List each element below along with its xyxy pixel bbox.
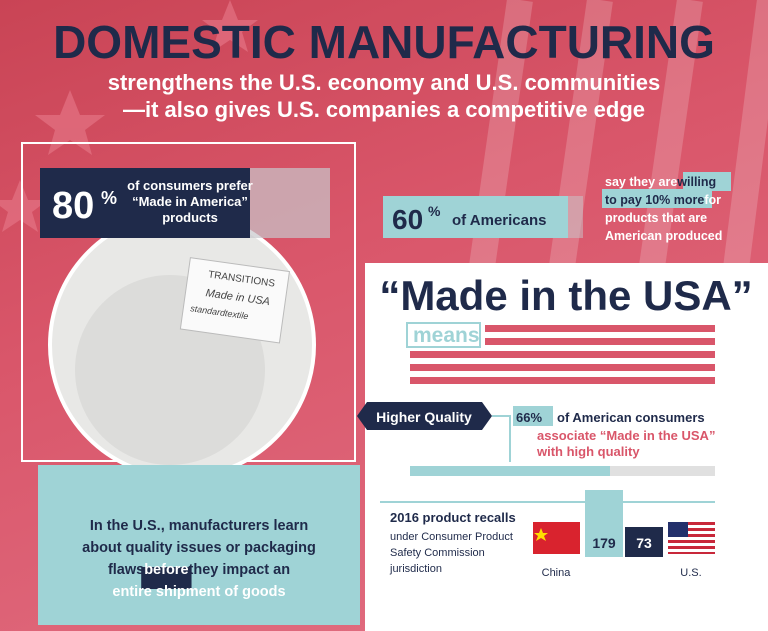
subtitle: strengthens the U.S. economy and U.S. co… [108,70,661,95]
means: means [413,324,480,347]
learn-box [38,465,360,625]
subtitle: —it also gives U.S. companies a competit… [123,97,645,122]
stat-highlight [513,406,553,426]
quality-bar [410,466,610,476]
usa-stripes [410,325,715,384]
recalls-text: Safety Commission [390,547,485,559]
stat-text: of American consumers [557,410,705,425]
recalls-text: jurisdiction [389,563,442,575]
stat-number: 60 [392,204,423,235]
connector [492,415,511,462]
recalls-title: 2016 product recalls [390,510,516,525]
towel-tag [179,257,290,344]
recalls-text: under Consumer Product [390,531,513,543]
stat-text: to pay 10% more [605,193,704,207]
americans-box [383,196,568,238]
us-flag [668,522,715,554]
china-bar [585,490,623,557]
us-label: U.S. [680,567,701,579]
learn-text: In the U.S., manufacturers learn [90,518,308,534]
stat-text: with high quality [536,444,640,459]
headline: “Made in the USA” [379,272,752,319]
stat-text: willing [676,175,716,189]
consumers-box [40,168,250,238]
stat-text: American produced [605,229,722,243]
stat-text: for [704,193,721,207]
stat-unit: % [101,188,117,208]
right-panel [365,263,768,631]
stat-number: 80 [52,185,94,227]
us-value: 73 [636,535,652,551]
learn-text: about quality issues or packaging [82,540,316,556]
stat-text: products that are [605,211,707,225]
pay-highlight [602,189,712,208]
before-highlight [141,567,192,589]
means-frame [406,322,481,348]
stat-text: products [162,210,218,225]
stat-text: of consumers prefer [127,178,253,193]
tag-text: standardtextile [190,303,249,321]
title: DOMESTIC MANUFACTURING [53,16,715,68]
tag-text: Made in USA [205,287,271,308]
stat-text: of Americans [452,212,546,229]
china-label: China [542,567,572,579]
us-bar [625,527,663,557]
stat-text: “Made in America” [132,194,248,209]
stat-text: say they are [605,175,677,189]
stat-unit: % [428,203,441,219]
china-star [534,528,548,541]
willing-highlight [683,172,731,191]
stars [0,0,258,232]
learn-text: they impact an [189,562,291,578]
tag-text: TRANSITIONS [207,269,275,289]
china-value: 179 [592,535,616,551]
quality-label: Higher Quality [376,409,472,425]
quality-box [357,402,492,430]
learn-text: before [144,562,188,578]
learn-text: entire shipment of goods [112,584,285,600]
stat-number: 66% [516,410,542,425]
stat-text: associate “Made in the USA” [537,428,715,443]
learn-text: flaws [108,562,144,578]
